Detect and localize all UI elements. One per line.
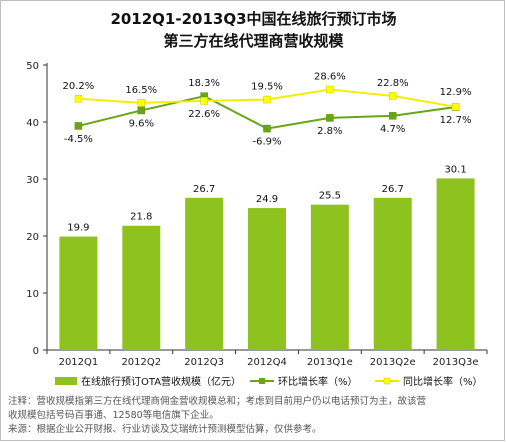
mom-value-label: 12.7% [440,115,472,126]
bar [185,197,224,350]
series-point [263,95,271,104]
y-tick-label: 30 [26,175,39,186]
legend: 在线旅行预订OTA营收规模（亿元） 环比增长率（%） 同比增长率（%） [0,373,507,389]
yoy-value-label: 20.2% [63,81,95,92]
bar-value-label: 19.9 [67,223,89,234]
bar-value-label: 25.5 [319,191,341,202]
yoy-value-label: 22.8% [377,78,409,89]
y-tick-label: 20 [26,232,39,243]
x-tick-label: 2013Q1e [307,357,353,368]
bar-value-label: 24.9 [256,194,278,205]
mom-value-label: 2.8% [317,126,342,137]
legend-label-mom: 环比增长率（%） [278,377,358,388]
series-point [388,112,397,120]
yoy-value-label: 28.6% [314,72,346,83]
series-point [200,97,208,105]
mom-value-label: -6.9% [252,137,281,148]
note-line-1: 注释：营收规模指第三方在线代理商佣金营收规模总和；考虑到目前用户仍以电话预订为主… [8,396,427,407]
x-tick-label: 2013Q3e [433,357,479,368]
series-point [137,99,146,107]
bar [59,236,98,350]
bar [248,208,286,350]
x-tick-label: 2012Q1 [59,357,99,368]
chart-title: 2012Q1-2013Q3中国在线旅行预订市场 [110,10,397,28]
series-point [388,92,397,100]
x-tick-label: 2013Q2e [370,357,416,368]
bar-value-label: 26.7 [193,184,215,195]
yoy-value-label: 19.5% [251,82,283,93]
x-tick-label: 2012Q2 [121,357,161,368]
yoy-value-label: 16.5% [125,85,157,96]
yoy-value-label: 12.9% [440,87,472,98]
legend-swatch-bars [55,376,77,385]
bar-value-label: 30.1 [444,164,466,175]
yoy-value-label: 18.3% [188,78,220,89]
legend-item-mom: 环比增长率（%） [250,373,358,388]
series-point [74,95,83,103]
legend-swatch-mom [250,377,274,384]
series-point [451,103,460,111]
note-line-2: 收规模包括号码百事通、12580等电信旗下企业。 [8,410,219,421]
x-tick-label: 2012Q3 [184,357,224,368]
chart-subtitle: 第三方在线代理商营收规模 [163,32,344,50]
legend-label-yoy: 同比增长率（%） [403,377,483,388]
legend-label-bars: 在线旅行预订OTA营收规模（亿元） [81,377,242,388]
series-point [137,106,146,115]
y-tick-label: 0 [33,346,39,357]
mom-value-label: 22.6% [188,109,220,120]
y-tick-label: 40 [26,118,39,129]
bar [310,204,349,350]
bar [122,225,161,350]
bar [373,197,412,350]
x-tick-label: 2012Q4 [247,357,287,368]
notes: 注释：营收规模指第三方在线代理商佣金营收规模总和；考虑到目前用户仍以电话预订为主… [8,395,498,437]
bar [436,178,475,350]
y-tick-label: 50 [26,61,39,72]
bar-value-label: 26.7 [382,184,404,195]
bar-value-label: 21.8 [130,212,152,223]
mom-value-label: 4.7% [380,124,405,135]
note-line-3: 来源：根据企业公开财报、行业访谈及艾瑞统计预测模型估算，仅供参考。 [8,424,322,435]
series-point [326,114,334,122]
legend-swatch-yoy [375,377,399,384]
series-point [263,124,271,133]
mom-value-label: -4.5% [64,134,93,145]
series-point [74,122,83,130]
y-tick-label: 10 [26,289,39,300]
legend-item-bars: 在线旅行预订OTA营收规模（亿元） [55,373,241,388]
legend-item-yoy: 同比增长率（%） [375,373,483,388]
series-point [326,85,334,94]
mom-value-label: 9.6% [129,118,154,129]
